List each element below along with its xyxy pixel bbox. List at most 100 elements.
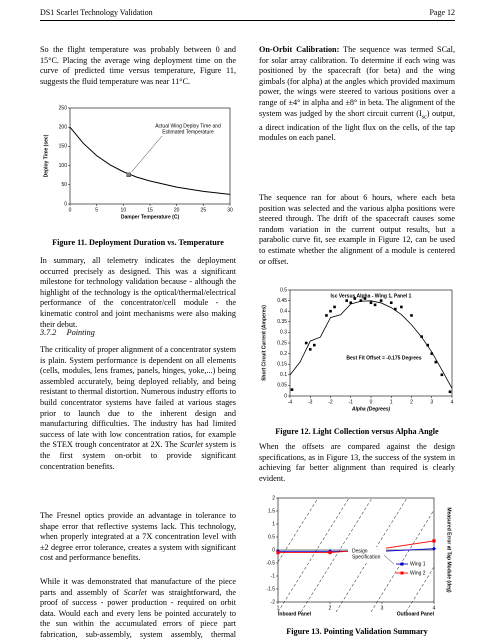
x-tick-label: 15 [147, 207, 153, 213]
chart-title: Isc Versus Alpha - Wing 1, Panel 1 [331, 293, 412, 299]
x-tick-label: -3 [308, 399, 313, 405]
point [359, 299, 363, 302]
x-tick-label: 5 [95, 207, 98, 213]
x-axis-label: Damper Temperature (C) [121, 214, 180, 220]
legend-label: Wing 1 [410, 561, 426, 567]
x-tick-label: 0 [370, 399, 373, 405]
marker [432, 539, 436, 543]
point [430, 352, 434, 355]
curve [69, 126, 231, 195]
point [353, 297, 357, 300]
point [420, 335, 423, 338]
y-tick-label: 0.3 [280, 330, 287, 336]
text: ) output, a direct indication of the lig… [259, 108, 456, 143]
text: sc [421, 114, 427, 121]
figure-13: -2 -1.5 -1 -0.5 0 0.5 1 1.5 2 1 2 3 4 Wing 1 Wing 2 Des… [266, 495, 451, 617]
y-tick-label: 250 [59, 105, 68, 111]
y-tick-label: 2 [272, 495, 275, 501]
legend-marker [400, 562, 404, 566]
x-tick-label: 20 [174, 207, 180, 213]
y-tick-label: -1.5 [266, 586, 275, 592]
x-tick-label: 25 [201, 207, 207, 213]
point [349, 301, 353, 305]
y-tick-label: 0.25 [277, 340, 287, 346]
x-tick-label: 10 [121, 207, 127, 213]
heading-title: Pointing [66, 328, 95, 337]
header-right: Page 12 [429, 8, 455, 17]
spec-label: Design [352, 548, 368, 554]
y-tick-label: 0 [272, 547, 275, 553]
caption: Figure 13. Pointing Validation Summary [286, 627, 428, 636]
spec-arrow [383, 554, 395, 565]
text: was straightforward, the proof of succes… [40, 587, 236, 639]
paragraph: When the offsets are compared against th… [259, 442, 455, 483]
x-tick-label: -2 [328, 399, 333, 405]
x-tick-label: 4 [451, 399, 454, 405]
y-tick-label: -0.5 [266, 560, 275, 566]
annotation: Actual Wing Deploy Time and [155, 123, 221, 129]
figure-11: 0 50 100 150 200 250 0 5 10 15 20 25 30 Actual Wing D… [43, 105, 233, 220]
point [333, 305, 336, 309]
fit-curve [289, 300, 453, 389]
y-tick-label: 1 [272, 521, 275, 527]
paragraph: In summary, all telemetry indicates the … [40, 256, 236, 329]
paragraph: The Fresnel optics provide an advantage … [40, 511, 236, 563]
plot-frame [289, 289, 453, 397]
section-heading: 3.7.2 Pointing [40, 328, 236, 339]
y-tick-label: -1 [271, 573, 276, 579]
x-end-label: Inboard Panel [278, 611, 312, 617]
point [325, 314, 328, 317]
annotation: Estimated Temperature [162, 129, 214, 135]
x-tick-label: 1 [277, 605, 280, 611]
y-tick-label: 0.5 [280, 287, 287, 293]
annotation: Best Fit Offset = -0.175 Degrees [346, 355, 421, 361]
paragraph: The sequence ran for about 6 hours, wher… [259, 193, 455, 266]
text: The criticality of proper alignment of a… [40, 345, 236, 450]
caption: Figure 11. Deployment Duration vs. Tempe… [52, 238, 224, 247]
point [448, 390, 452, 394]
y-tick-label: 1.5 [268, 508, 275, 514]
x-tick-label: 1 [390, 399, 393, 405]
point [304, 341, 308, 345]
spec-label: Specification [352, 554, 381, 560]
actual-point [126, 172, 131, 177]
y-tick-label: 150 [59, 144, 68, 150]
text: Scarlet [179, 440, 204, 450]
y-axis-label: Deploy Time (sec) [43, 134, 49, 177]
y-tick-label: 0.5 [268, 534, 275, 540]
header-rule [40, 20, 455, 21]
paragraph: The criticality of proper alignment of a… [40, 345, 236, 472]
x-end-label: Outboard Panel [397, 611, 435, 617]
figure-12: 0 0.05 0.1 0.15 0.2 0.25 0.3 0.35 0.4 0.45 0.5 -4 -3… [261, 287, 454, 412]
text: Scarlet [123, 587, 147, 597]
point [400, 305, 403, 309]
point [369, 301, 373, 305]
y-axis-label: Short Circuit Current (Amperes) [261, 305, 267, 381]
x-tick-label: -1 [349, 399, 354, 405]
x-tick-label: 3 [381, 605, 384, 611]
text: The sequence was termed SCal, for solar … [259, 45, 455, 118]
y-tick-label: 0.4 [280, 309, 287, 315]
legend-marker [400, 571, 404, 575]
point [345, 299, 348, 302]
point [313, 343, 316, 347]
point [363, 297, 367, 300]
point [434, 360, 438, 364]
paragraph: So the flight temperature was probably b… [40, 45, 236, 86]
y-tick-label: -2 [271, 599, 276, 605]
x-tick-label: 2 [329, 605, 332, 611]
y-tick-label: 0.2 [280, 351, 287, 357]
point [410, 314, 413, 317]
y-tick-label: 0.05 [277, 383, 287, 389]
x-tick-label: 0 [69, 207, 72, 213]
text: While it was demonstrated that manufactu… [40, 577, 236, 597]
x-tick-label: -4 [288, 399, 293, 405]
y-tick-label: 0.15 [277, 362, 287, 368]
point [373, 303, 377, 307]
caption: Figure 12. Light Collection versus Alpha… [275, 427, 439, 436]
header-left: DS1 Scarlet Technology Validation [40, 8, 153, 17]
x-tick-label: 2 [410, 399, 413, 405]
point [426, 343, 429, 347]
y-tick-label: 0.1 [280, 372, 287, 378]
marker [276, 551, 280, 555]
